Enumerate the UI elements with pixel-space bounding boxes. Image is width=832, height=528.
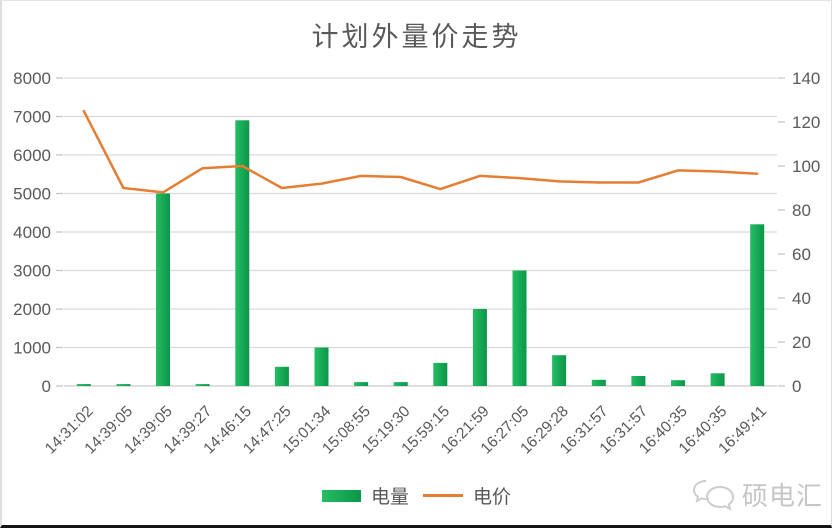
volume-bar — [235, 120, 250, 387]
combo-chart: 0 1000 2000 3000 4000 5000 6000 7000 8000 0 20 40 60… — [13, 69, 820, 457]
left-axis-tick-label: 3000 — [13, 262, 51, 281]
price-line — [82, 109, 759, 194]
left-axis-tick-label: 4000 — [13, 223, 51, 242]
volume-bar — [710, 373, 725, 386]
chat-bubbles-icon — [692, 479, 734, 511]
volume-bar — [512, 270, 527, 386]
left-axis-tick-label: 1000 — [13, 339, 51, 358]
volume-legend-swatch — [321, 489, 361, 502]
left-axis-tick-label: 6000 — [13, 146, 51, 165]
volume-bar — [76, 384, 91, 386]
left-axis-tick-label: 8000 — [13, 69, 51, 88]
price-polyline — [82, 109, 759, 194]
legend-item-volume: 电量 — [321, 482, 409, 509]
right-axis-tick-label: 100 — [792, 157, 820, 176]
volume-legend-label: 电量 — [370, 487, 409, 508]
volume-bar — [195, 384, 210, 386]
volume-bar — [156, 193, 170, 386]
left-axis-tick-label: 7000 — [13, 108, 51, 127]
volume-bar — [354, 382, 369, 386]
left-axis-tick-label: 0 — [42, 377, 51, 396]
volume-bar — [750, 224, 765, 386]
volume-bar — [433, 362, 448, 386]
chart-title: 计划外量价走势 — [311, 22, 522, 52]
right-axis-tick-label: 80 — [792, 201, 811, 220]
right-axis-tick-label: 140 — [792, 69, 820, 88]
left-axis-tick-label: 5000 — [13, 185, 51, 204]
volume-bar — [393, 382, 408, 386]
axis-labels: 0 1000 2000 3000 4000 5000 6000 7000 8000 0 20 40 60… — [13, 69, 820, 457]
volume-bars — [76, 120, 765, 387]
volume-bar — [314, 347, 329, 386]
right-axis-tick-label: 40 — [792, 289, 811, 308]
right-axis-tick-label: 0 — [792, 377, 801, 396]
watermark-brand: 硕电汇 — [741, 481, 823, 511]
volume-bar — [631, 376, 646, 386]
watermark: 硕电汇 — [690, 476, 823, 513]
price-legend-line — [423, 494, 463, 497]
right-axis-tick-label: 20 — [792, 333, 811, 352]
legend: 电量 电价 — [2, 482, 831, 509]
volume-bar — [274, 366, 289, 387]
volume-bar — [472, 309, 487, 386]
gridlines — [56, 77, 785, 387]
volume-bar — [552, 355, 567, 386]
legend-item-price: 电价 — [423, 482, 511, 509]
right-axis-tick-label: 60 — [792, 245, 811, 264]
volume-bar — [591, 379, 606, 386]
volume-bar — [671, 380, 685, 386]
right-axis-tick-label: 120 — [792, 113, 820, 132]
price-legend-label: 电价 — [473, 487, 512, 508]
volume-bar — [116, 384, 131, 386]
left-axis-tick-label: 2000 — [13, 300, 51, 319]
